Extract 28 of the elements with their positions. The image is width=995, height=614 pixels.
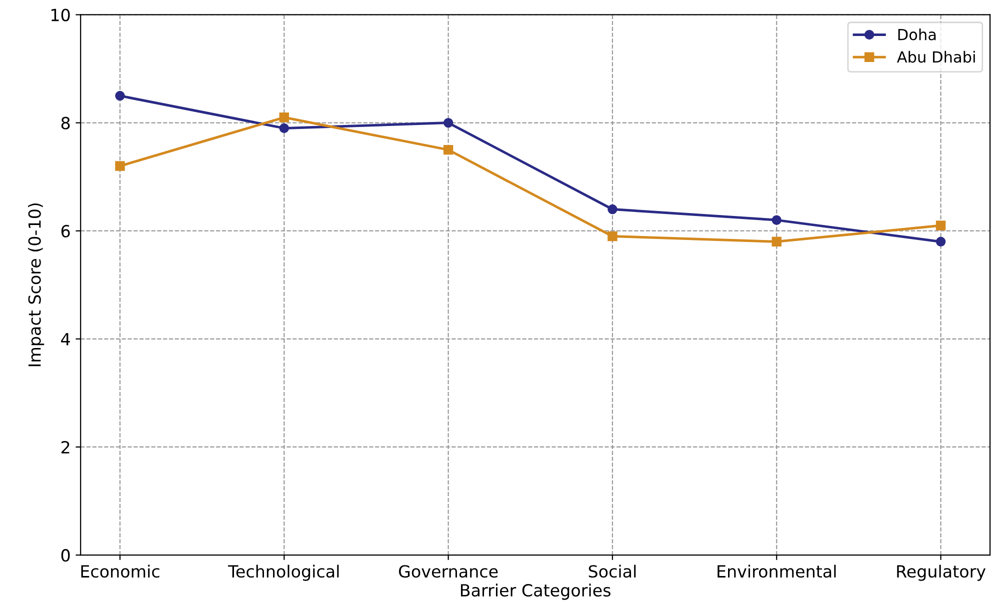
y-tick-label: 8 bbox=[61, 116, 70, 130]
x-tick-label: Environmental bbox=[718, 564, 836, 578]
x-tick-label: Regulatory bbox=[897, 564, 986, 581]
x-tick-label: Economic bbox=[81, 564, 160, 578]
point bbox=[608, 231, 618, 242]
x-tick-label: Social bbox=[588, 564, 636, 578]
y-tick-label: 2 bbox=[61, 440, 70, 454]
y-tick-label: 0 bbox=[61, 549, 70, 562]
point bbox=[772, 215, 782, 225]
legend-label: Abu Dhabi bbox=[896, 50, 975, 63]
y-tick-label: 6 bbox=[61, 224, 70, 238]
x-tick-label: Governance bbox=[398, 565, 498, 578]
point bbox=[772, 236, 782, 247]
point bbox=[936, 236, 946, 247]
point bbox=[279, 112, 290, 122]
point bbox=[936, 220, 946, 230]
x-axis-title: Barrier Categories bbox=[460, 584, 610, 600]
point bbox=[279, 123, 290, 134]
point bbox=[443, 144, 454, 155]
point bbox=[443, 118, 454, 128]
y-axis-title: Impact Score (0-10) bbox=[28, 203, 44, 366]
point bbox=[608, 204, 618, 214]
legend-label: Doha bbox=[898, 28, 936, 40]
x-tick-label: Technological bbox=[228, 564, 339, 581]
y-tick-label: 4 bbox=[61, 333, 70, 346]
point bbox=[115, 161, 125, 171]
y-tick-label: 10 bbox=[51, 8, 70, 22]
point bbox=[115, 90, 125, 101]
